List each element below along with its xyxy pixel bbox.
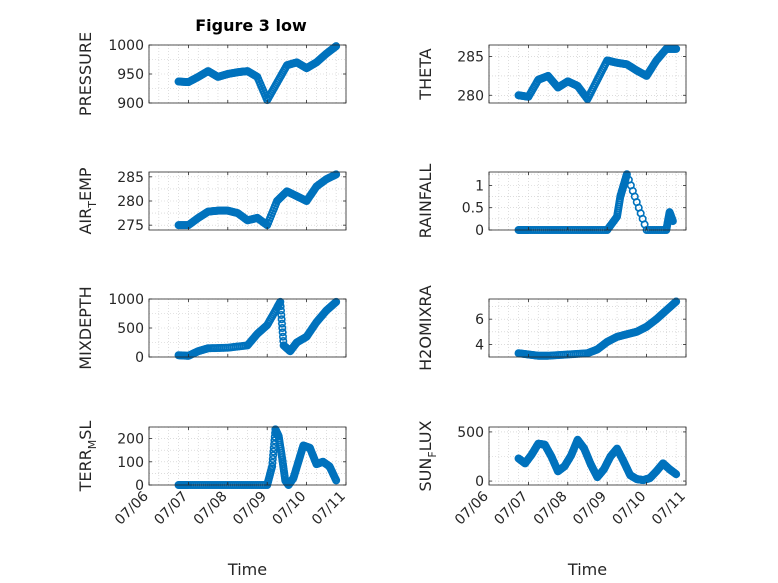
mixdepth-data-point bbox=[276, 306, 285, 315]
mixdepth-data-point bbox=[278, 332, 287, 341]
mixdepth-data-point bbox=[276, 302, 285, 311]
theta-ylabel: THETA bbox=[416, 48, 435, 100]
terr_msl-data-point bbox=[269, 451, 278, 460]
sun_flux-ytick-label: 0 bbox=[475, 474, 484, 490]
rainfall-ytick-label: 1 bbox=[475, 178, 484, 194]
terr_msl-data-point bbox=[268, 455, 277, 464]
theta-data-point bbox=[672, 44, 681, 53]
theta-series bbox=[514, 44, 681, 104]
sun_flux-ytick-label: 500 bbox=[457, 425, 484, 441]
terr_msl-data-point bbox=[269, 447, 278, 456]
rainfall-ytick-label: 0.5 bbox=[462, 201, 484, 217]
sun_flux-ylabel: SUNFLUX bbox=[416, 420, 439, 491]
air_temp-ytick-label: 285 bbox=[117, 170, 144, 186]
h2omixra-ylabel: H2OMIXRA bbox=[416, 285, 435, 371]
theta-axes-box bbox=[488, 44, 687, 104]
mixdepth-axes: 0 500 1000 MIXDEPTH bbox=[76, 286, 347, 370]
air_temp-axes: 275 280 285 AIRTEMP bbox=[76, 167, 347, 235]
sun_flux-axes-box bbox=[488, 426, 687, 486]
mixdepth-ytick-label: 500 bbox=[117, 321, 144, 337]
sun_flux-series bbox=[514, 435, 681, 485]
air_temp-ytick-label: 275 bbox=[117, 218, 144, 234]
mixdepth-series bbox=[174, 297, 341, 360]
pressure-ytick-label: 900 bbox=[117, 96, 144, 112]
mixdepth-ytick-label: 0 bbox=[135, 350, 144, 366]
pressure-data-point bbox=[332, 42, 341, 51]
h2omixra-ytick-label: 4 bbox=[475, 337, 484, 353]
mixdepth-ylabel: MIXDEPTH bbox=[76, 286, 95, 369]
terr_msl-data-point bbox=[332, 476, 341, 485]
rainfall-axes-box bbox=[488, 171, 687, 231]
h2omixra-series bbox=[514, 297, 681, 360]
terr_msl-xlabel: Time bbox=[227, 560, 267, 579]
rainfall-ytick-label: 0 bbox=[475, 223, 484, 239]
figure-title: Figure 3 low bbox=[195, 16, 307, 35]
h2omixra-ytick-label: 6 bbox=[475, 312, 484, 328]
theta-axes: 280 285 THETA bbox=[416, 44, 687, 104]
mixdepth-data-point bbox=[278, 323, 287, 332]
air_temp-data-point bbox=[332, 170, 341, 179]
h2omixra-data-point bbox=[672, 297, 681, 306]
sun_flux-grid bbox=[488, 427, 687, 485]
theta-ytick-label: 285 bbox=[457, 50, 484, 66]
terr_msl-axes-box bbox=[148, 426, 347, 486]
h2omixra-axes-box bbox=[488, 298, 687, 358]
rainfall-ylabel: RAINFALL bbox=[416, 164, 435, 239]
sun_flux-xlabel: Time bbox=[567, 560, 607, 579]
pressure-ylabel: PRESSURE bbox=[76, 32, 95, 116]
pressure-ytick-label: 950 bbox=[117, 67, 144, 83]
air_temp-ylabel: AIRTEMP bbox=[76, 167, 99, 234]
mixdepth-data-point bbox=[278, 328, 287, 337]
terr_msl-ytick-label: 0 bbox=[135, 478, 144, 494]
mixdepth-ytick-label: 1000 bbox=[108, 292, 144, 308]
mixdepth-data-point bbox=[277, 319, 286, 328]
mixdepth-data-point bbox=[277, 310, 286, 319]
pressure-series bbox=[174, 42, 341, 105]
terr_msl-data-point bbox=[268, 458, 277, 467]
mixdepth-data-point bbox=[277, 315, 286, 324]
rainfall-axes: 0 0.5 1 RAINFALL bbox=[416, 164, 687, 239]
pressure-axes: 900 950 1000 PRESSURE bbox=[76, 32, 347, 116]
sun_flux-data-point bbox=[672, 470, 681, 479]
theta-ytick-label: 280 bbox=[457, 88, 484, 104]
air_temp-ytick-label: 280 bbox=[117, 194, 144, 210]
terr_msl-ytick-label: 100 bbox=[117, 455, 144, 471]
h2omixra-axes: 4 6 H2OMIXRA bbox=[416, 285, 687, 371]
pressure-ytick-label: 1000 bbox=[108, 38, 144, 54]
rainfall-data-point bbox=[668, 217, 677, 226]
terr_msl-data-point bbox=[268, 462, 277, 471]
terr_msl-ylabel: TERRMSL bbox=[76, 421, 99, 493]
h2omixra-plot-area bbox=[489, 299, 686, 357]
terr_msl-ytick-label: 200 bbox=[117, 432, 144, 448]
rainfall-plot-area bbox=[489, 172, 686, 230]
